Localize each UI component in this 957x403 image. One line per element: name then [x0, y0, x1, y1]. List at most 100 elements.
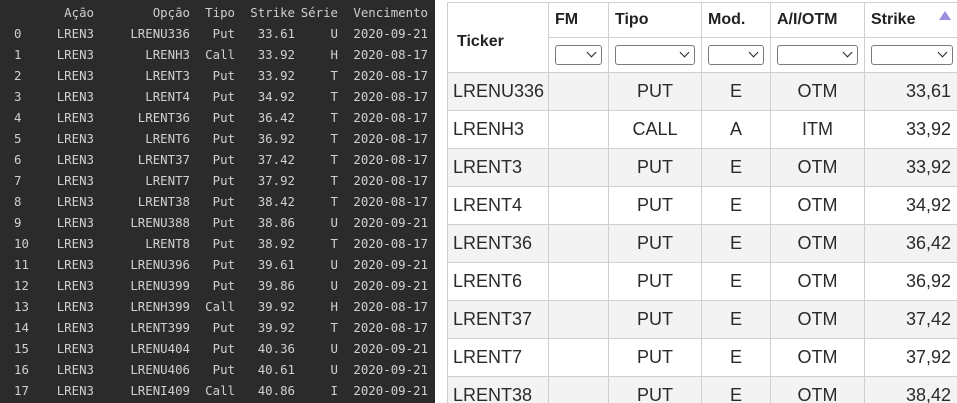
filter-select-aiotm[interactable]: [777, 45, 858, 65]
dataframe-row: 5 LREN3 LRENT6 Put 36.92 T 2020-08-17: [0, 128, 428, 149]
dataframe-cell-vencimento: 2020-08-17: [353, 110, 428, 125]
dataframe-row: 11 LREN3 LRENU396 Put 39.61 U 2020-09-21: [0, 254, 428, 275]
column-header-fm[interactable]: FM: [548, 2, 609, 38]
dataframe-cell-vencimento: 2020-09-21: [353, 362, 428, 377]
grid-cell-strike: 36,92: [864, 262, 957, 301]
dataframe-row: 4 LREN3 LRENT36 Put 36.42 T 2020-08-17: [0, 107, 428, 128]
column-header-strike[interactable]: Strike: [864, 2, 957, 38]
column-header-ticker[interactable]: Ticker: [447, 2, 549, 73]
dataframe-cell-tipo: Call: [205, 47, 235, 62]
dataframe-header-strike: Strike: [250, 5, 295, 20]
grid-cell-aiotm: OTM: [770, 72, 865, 111]
grid-cell-tipo: PUT: [608, 262, 702, 301]
dataframe-cell-index: 6: [14, 152, 22, 167]
dataframe-row: 7 LREN3 LRENT7 Put 37.92 T 2020-08-17: [0, 170, 428, 191]
dataframe-cell-serie: T: [330, 236, 338, 251]
dataframe-cell-tipo: Put: [212, 320, 235, 335]
dataframe-cell-strike: 38.86: [257, 215, 295, 230]
grid-cell-tipo: PUT: [608, 186, 702, 225]
dataframe-cell-index: 8: [14, 194, 22, 209]
grid-row[interactable]: LRENT7 PUT E OTM 37,92: [447, 338, 957, 377]
dataframe-cell-tipo: Call: [205, 299, 235, 314]
grid-row[interactable]: LRENH3 CALL A ITM 33,92: [447, 110, 957, 149]
dataframe-cell-opcao: LRENT8: [145, 236, 190, 251]
dataframe-cell-vencimento: 2020-08-17: [353, 236, 428, 251]
grid-cell-aiotm: OTM: [770, 376, 865, 403]
grid-cell-fm: [548, 262, 609, 301]
dataframe-cell-serie: T: [330, 89, 338, 104]
grid-cell-fm: [548, 300, 609, 339]
dataframe-cell-tipo: Put: [212, 257, 235, 272]
dataframe-cell-serie: T: [330, 152, 338, 167]
dataframe-cell-index: 3: [14, 89, 22, 104]
grid-row[interactable]: LRENT38 PUT E OTM 38,42: [447, 376, 957, 403]
dataframe-cell-strike: 33.92: [257, 68, 295, 83]
dataframe-cell-index: 13: [14, 299, 29, 314]
grid-row[interactable]: LRENT4 PUT E OTM 34,92: [447, 186, 957, 225]
dataframe-cell-opcao: LRENT399: [130, 320, 190, 335]
dataframe-cell-acao: LREN3: [56, 299, 94, 314]
grid-cell-ticker: LRENT38: [447, 376, 549, 403]
dataframe-row: 8 LREN3 LRENT38 Put 38.42 T 2020-08-17: [0, 191, 428, 212]
grid-cell-tipo: PUT: [608, 72, 702, 111]
filter-cell-fm: [548, 37, 609, 73]
grid-cell-strike: 37,42: [864, 300, 957, 339]
dataframe-cell-strike: 38.92: [257, 236, 295, 251]
grid-header-row: Ticker FM Tipo Mod. A/I/OTM Strike: [447, 2, 957, 73]
dataframe-cell-index: 1: [14, 47, 22, 62]
dataframe-cell-acao: LREN3: [56, 236, 94, 251]
filter-select-tipo[interactable]: [615, 45, 695, 65]
grid-row[interactable]: LRENU336 PUT E OTM 33,61: [447, 72, 957, 111]
filter-select-strike[interactable]: [871, 45, 953, 65]
column-header-mod[interactable]: Mod.: [701, 2, 771, 38]
dataframe-cell-acao: LREN3: [56, 68, 94, 83]
sort-ascending-icon[interactable]: [939, 11, 951, 20]
dataframe-cell-acao: LREN3: [56, 278, 94, 293]
dataframe-cell-acao: LREN3: [56, 215, 94, 230]
dataframe-cell-opcao: LRENT7: [145, 173, 190, 188]
dataframe-cell-index: 7: [14, 173, 22, 188]
dataframe-cell-opcao: LRENU336: [130, 26, 190, 41]
grid-cell-fm: [548, 186, 609, 225]
grid-cell-mod: E: [701, 224, 771, 263]
dataframe-cell-opcao: LRENU406: [130, 362, 190, 377]
dataframe-cell-serie: I: [330, 383, 338, 398]
dataframe-cell-serie: U: [330, 215, 338, 230]
grid-cell-ticker: LRENT3: [447, 148, 549, 187]
dataframe-cell-vencimento: 2020-09-21: [353, 26, 428, 41]
dataframe-cell-index: 16: [14, 362, 29, 377]
dataframe-cell-opcao: LRENU396: [130, 257, 190, 272]
column-header-aiotm[interactable]: A/I/OTM: [770, 2, 865, 38]
options-grid: Ticker FM Tipo Mod. A/I/OTM Strike LRENU…: [447, 0, 957, 403]
dataframe-cell-index: 14: [14, 320, 29, 335]
grid-row[interactable]: LRENT6 PUT E OTM 36,92: [447, 262, 957, 301]
grid-cell-aiotm: OTM: [770, 224, 865, 263]
grid-cell-mod: E: [701, 300, 771, 339]
filter-select-mod[interactable]: [708, 45, 764, 65]
grid-row[interactable]: LRENT36 PUT E OTM 36,42: [447, 224, 957, 263]
dataframe-row: 10 LREN3 LRENT8 Put 38.92 T 2020-08-17: [0, 233, 428, 254]
dataframe-cell-index: 12: [14, 278, 29, 293]
grid-row[interactable]: LRENT3 PUT E OTM 33,92: [447, 148, 957, 187]
panel-divider: [435, 0, 447, 403]
dataframe-cell-tipo: Put: [212, 236, 235, 251]
dataframe-cell-vencimento: 2020-09-21: [353, 257, 428, 272]
dataframe-cell-tipo: Put: [212, 89, 235, 104]
column-header-tipo[interactable]: Tipo: [608, 2, 702, 38]
dataframe-row: 12 LREN3 LRENU399 Put 39.86 U 2020-09-21: [0, 275, 428, 296]
dataframe-cell-strike: 39.92: [257, 320, 295, 335]
dataframe-cell-acao: LREN3: [56, 131, 94, 146]
dataframe-cell-vencimento: 2020-08-17: [353, 152, 428, 167]
dataframe-row: 17 LREN3 LRENI409 Call 40.86 I 2020-09-21: [0, 380, 428, 401]
dataframe-cell-tipo: Put: [212, 152, 235, 167]
filter-select-fm[interactable]: [555, 45, 602, 65]
grid-cell-ticker: LRENH3: [447, 110, 549, 149]
grid-cell-aiotm: OTM: [770, 300, 865, 339]
dataframe-cell-acao: LREN3: [56, 383, 94, 398]
dataframe-cell-strike: 39.86: [257, 278, 295, 293]
dataframe-cell-serie: H: [330, 299, 338, 314]
dataframe-cell-opcao: LRENT4: [145, 89, 190, 104]
grid-row[interactable]: LRENT37 PUT E OTM 37,42: [447, 300, 957, 339]
grid-cell-tipo: CALL: [608, 110, 702, 149]
dataframe-cell-opcao: LRENT3: [145, 68, 190, 83]
